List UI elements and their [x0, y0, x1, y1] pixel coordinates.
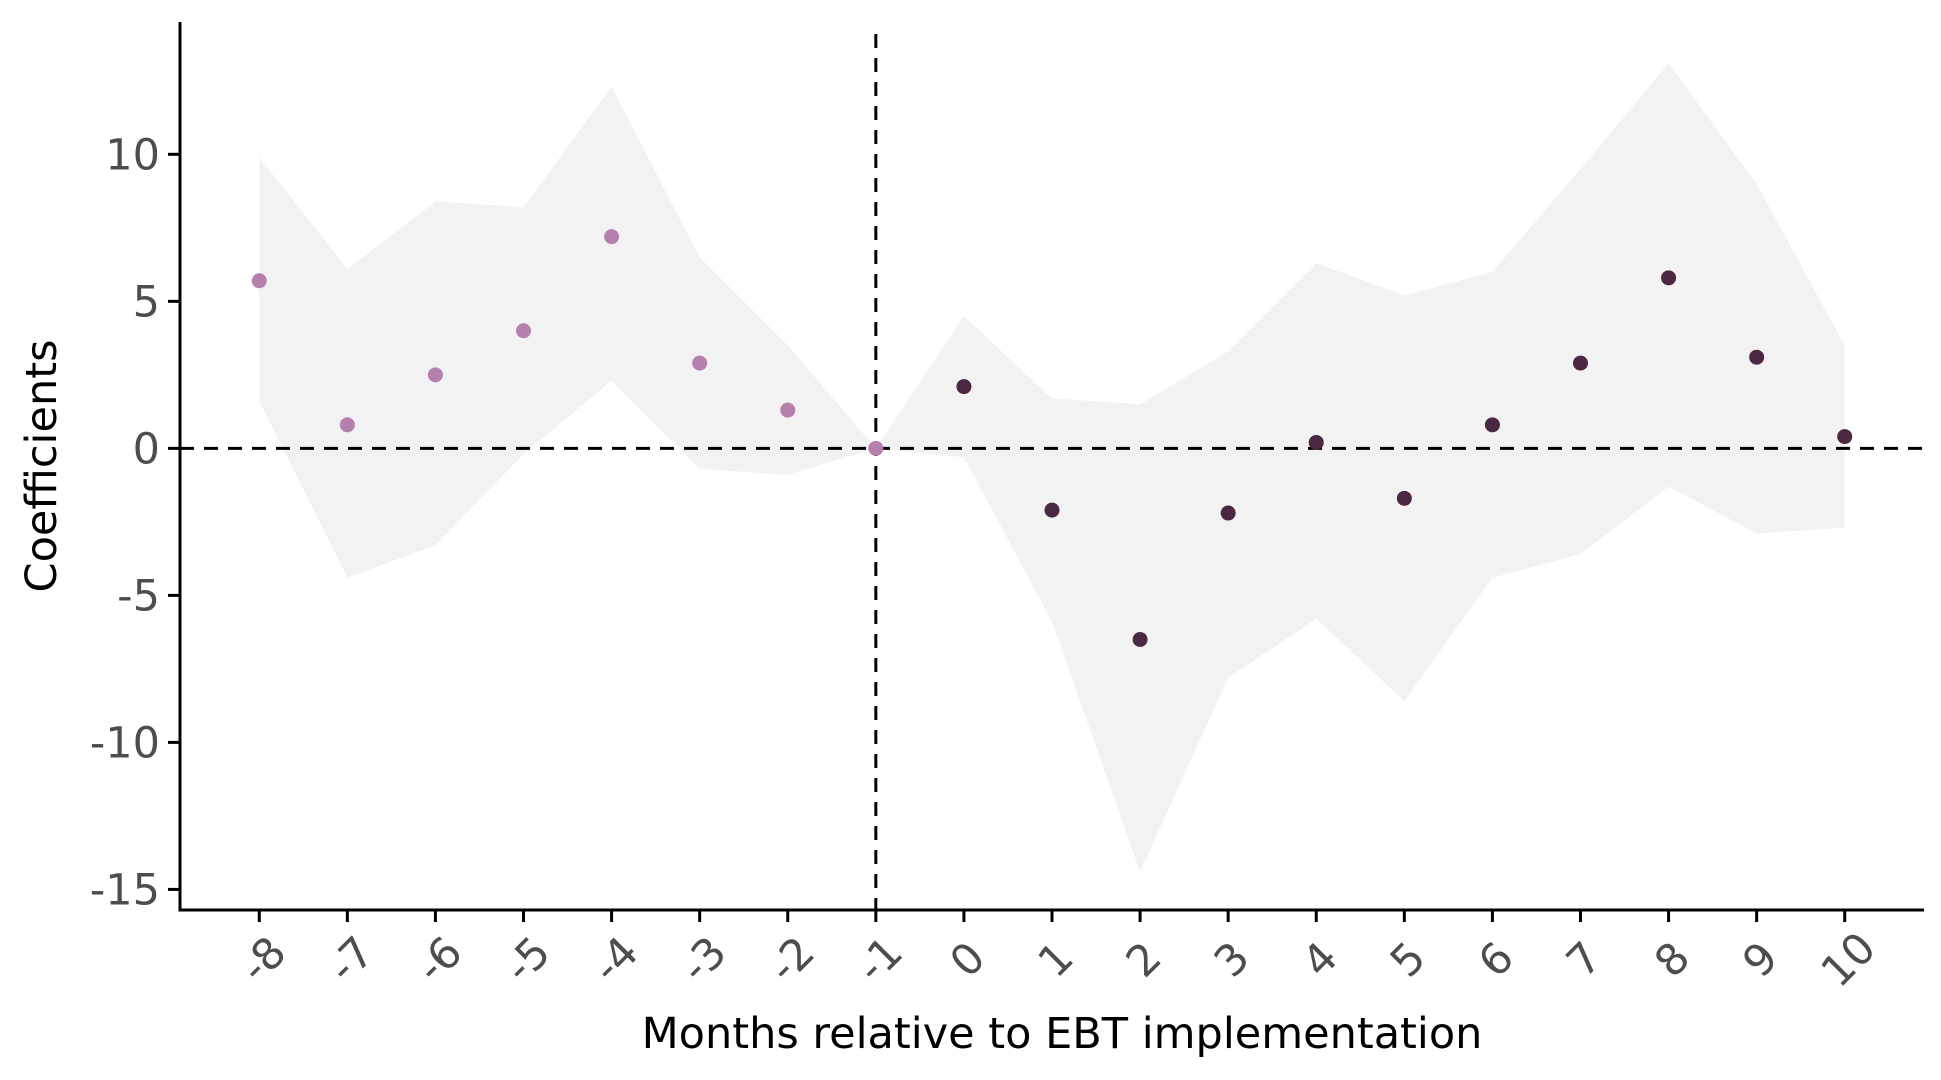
data-point-pre [780, 402, 796, 418]
data-point-pre [427, 367, 443, 383]
x-tick-label: 7 [1557, 933, 1612, 988]
x-tick-label: -7 [319, 927, 385, 993]
y-tick-label: 0 [133, 424, 160, 474]
y-tick-label: -15 [90, 865, 160, 915]
reference-lines-layer [180, 34, 1924, 910]
x-tick-label: -6 [407, 927, 473, 993]
data-point-post [1572, 355, 1588, 371]
data-point-pre [516, 323, 532, 339]
x-tick-label: 4 [1293, 933, 1348, 988]
x-tick-label: 6 [1469, 933, 1524, 988]
data-point-post [1661, 270, 1677, 286]
confidence-band-layer [259, 63, 1845, 872]
x-tick-label: 0 [941, 933, 996, 988]
x-tick-label: 1 [1029, 933, 1084, 988]
data-point-pre [692, 355, 708, 371]
y-axis-title: Coefficients [17, 340, 67, 593]
data-point-post [1132, 631, 1148, 647]
y-tick-label: 10 [105, 130, 160, 180]
x-axis-title: Months relative to EBT implementation [642, 1009, 1483, 1059]
data-point-post [1837, 429, 1853, 445]
x-tick-label: 8 [1645, 933, 1700, 988]
x-tick-label: 2 [1117, 933, 1172, 988]
x-tick-label: -1 [847, 927, 913, 993]
x-tick-label: 5 [1381, 933, 1436, 988]
x-tick-label: 9 [1733, 933, 1788, 988]
x-tick-label: 3 [1205, 933, 1260, 988]
y-tick-label: -5 [117, 571, 160, 621]
points-layer [251, 229, 1853, 647]
data-point-post [956, 379, 972, 395]
data-point-post [1308, 434, 1324, 450]
data-point-post [1220, 505, 1236, 521]
data-point-post [1044, 502, 1060, 518]
y-tick-label: 5 [133, 277, 160, 327]
data-point-post [1396, 490, 1412, 506]
x-tick-label: -3 [671, 927, 737, 993]
data-point-pre [251, 273, 267, 289]
data-point-post [1484, 417, 1500, 433]
x-tick-label: 10 [1812, 923, 1886, 997]
data-point-post [1749, 349, 1765, 365]
data-point-pre [604, 229, 620, 245]
x-tick-label: -8 [231, 927, 297, 993]
data-point-pre [868, 440, 884, 456]
confidence-band [259, 63, 1845, 872]
y-tick-label: -10 [90, 718, 160, 768]
data-point-pre [339, 417, 355, 433]
x-tick-label: -5 [495, 927, 561, 993]
x-tick-label: -2 [759, 927, 825, 993]
x-tick-label: -4 [583, 927, 649, 993]
